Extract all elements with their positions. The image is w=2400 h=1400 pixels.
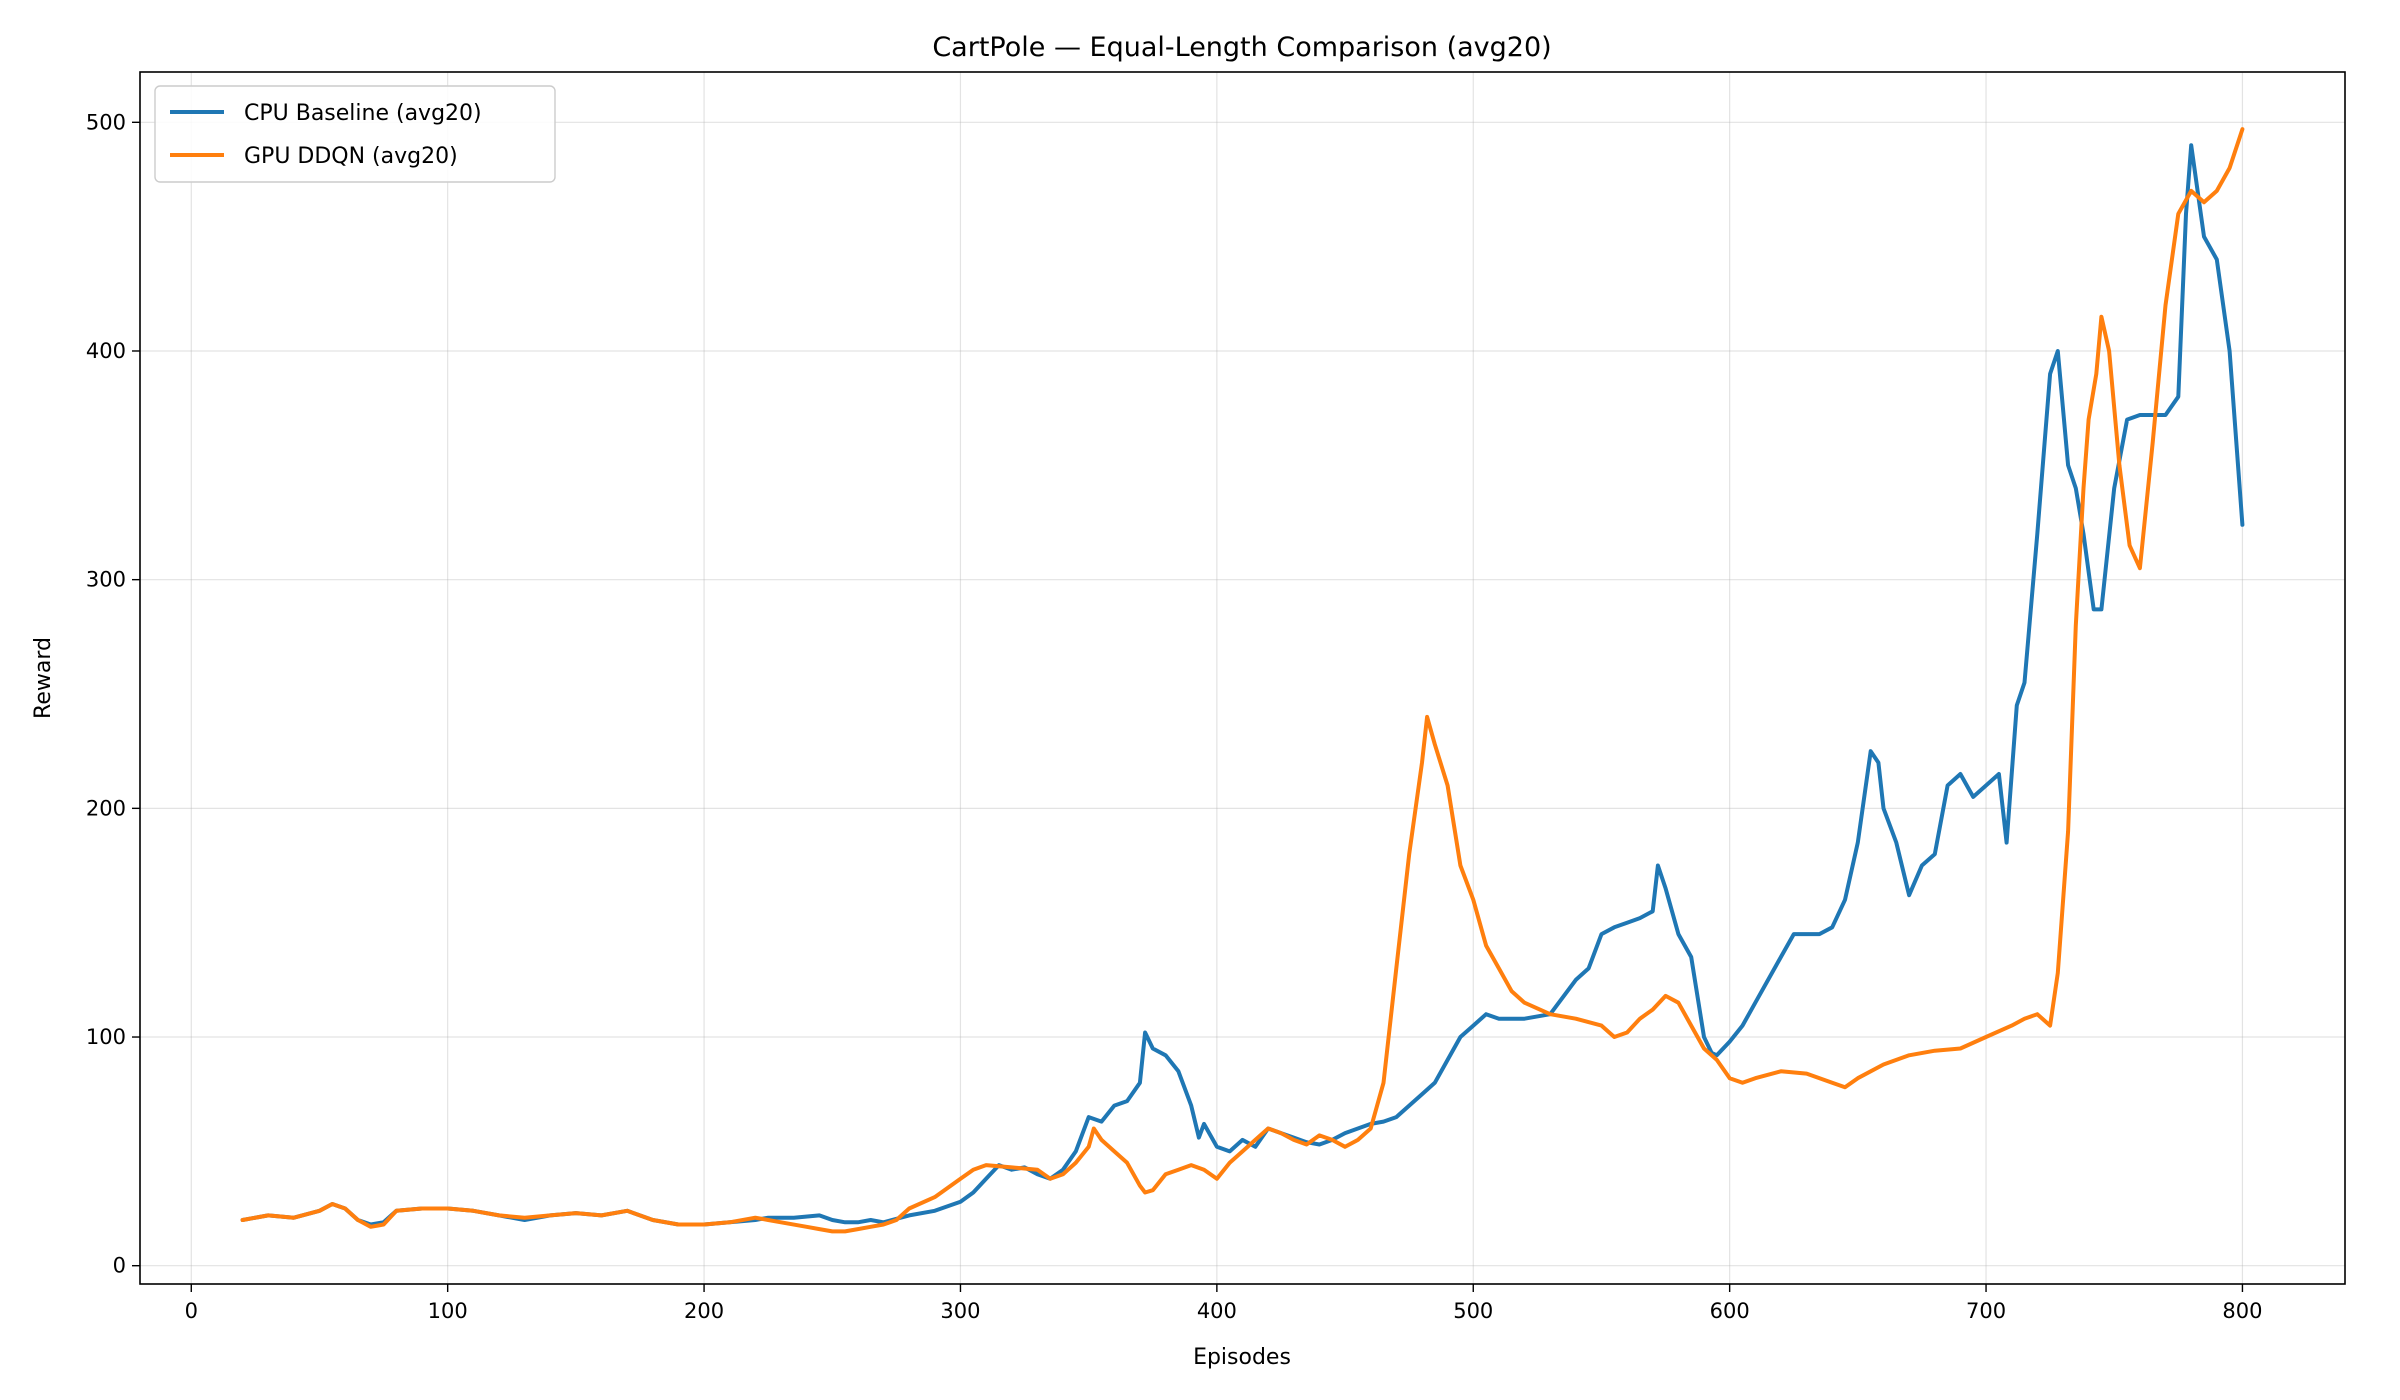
plot-area bbox=[140, 72, 2345, 1284]
x-tick-label: 200 bbox=[684, 1299, 724, 1323]
x-tick-label: 400 bbox=[1197, 1299, 1237, 1323]
x-tick-label: 500 bbox=[1453, 1299, 1493, 1323]
x-tick-label: 100 bbox=[428, 1299, 468, 1323]
x-axis: 0 100 200 300 400 500 600 700 800 bbox=[185, 1284, 2262, 1323]
y-axis: 0 100 200 300 400 500 bbox=[86, 110, 140, 1278]
y-tick-label: 400 bbox=[86, 339, 126, 363]
x-tick-label: 800 bbox=[2222, 1299, 2262, 1323]
x-tick-label: 700 bbox=[1966, 1299, 2006, 1323]
chart-title: CartPole — Equal-Length Comparison (avg2… bbox=[932, 32, 1551, 63]
series-line-gpu bbox=[240, 127, 2245, 1234]
grid bbox=[140, 72, 2345, 1284]
legend: CPU Baseline (avg20) GPU DDQN (avg20) bbox=[154, 85, 556, 183]
y-tick-label: 200 bbox=[86, 796, 126, 820]
legend-box bbox=[154, 85, 556, 183]
y-tick-label: 500 bbox=[86, 110, 126, 134]
y-axis-title: Reward bbox=[31, 637, 56, 719]
x-tick-label: 300 bbox=[940, 1299, 980, 1323]
y-tick-label: 300 bbox=[86, 568, 126, 592]
y-tick-label: 100 bbox=[86, 1025, 126, 1049]
y-tick-label: 0 bbox=[113, 1254, 126, 1278]
series-group bbox=[240, 127, 2245, 1234]
x-tick-label: 0 bbox=[185, 1299, 198, 1323]
x-axis-title: Episodes bbox=[1193, 1345, 1291, 1370]
legend-label-cpu: CPU Baseline (avg20) bbox=[244, 101, 482, 126]
x-tick-label: 600 bbox=[1710, 1299, 1750, 1323]
plot-frame bbox=[139, 71, 2346, 1285]
legend-label-gpu: GPU DDQN (avg20) bbox=[244, 144, 458, 169]
